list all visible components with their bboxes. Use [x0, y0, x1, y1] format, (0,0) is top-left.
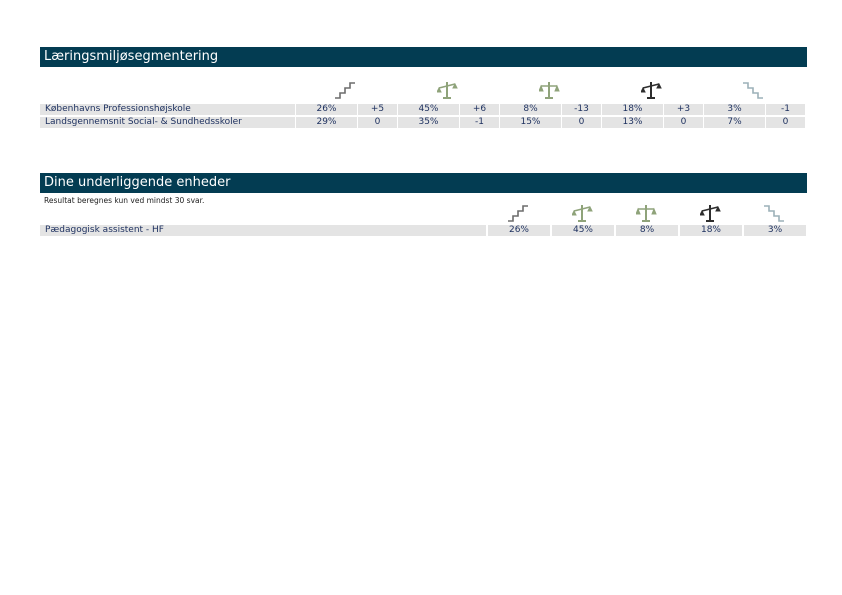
- table-cell: 0: [766, 117, 805, 128]
- table-cell: 45%: [552, 225, 614, 236]
- table-cell: 13%: [602, 117, 663, 128]
- table-cell: 8%: [500, 104, 561, 115]
- segment-icon: [764, 205, 785, 222]
- table-cell: 35%: [398, 117, 459, 128]
- table-cell: 26%: [296, 104, 357, 115]
- table-cell: 26%: [488, 225, 550, 236]
- table-cell: 29%: [296, 117, 357, 128]
- segment-icon: [437, 81, 458, 99]
- section-header: Dine underliggende enheder: [40, 173, 807, 193]
- table-cell: -1: [460, 117, 499, 128]
- note: Resultat beregnes kun ved mindst 30 svar…: [44, 196, 205, 205]
- segment-icon: [539, 81, 560, 99]
- table-cell: 0: [358, 117, 397, 128]
- section-header: Læringsmiljøsegmentering: [40, 47, 807, 67]
- segment-icon: [508, 205, 529, 222]
- table-cell: 8%: [616, 225, 678, 236]
- table-cell: 0: [664, 117, 703, 128]
- segment-icon: [335, 82, 356, 99]
- table-cell: -13: [562, 104, 601, 115]
- table-cell: 0: [562, 117, 601, 128]
- segment-icon: [641, 81, 662, 99]
- table-cell: +5: [358, 104, 397, 115]
- table-cell: +3: [664, 104, 703, 115]
- segment-icon: [700, 204, 721, 222]
- row-label: Københavns Professionshøjskole: [40, 104, 295, 115]
- table-cell: +6: [460, 104, 499, 115]
- table-cell: -1: [766, 104, 805, 115]
- table-cell: 15%: [500, 117, 561, 128]
- table-cell: 45%: [398, 104, 459, 115]
- table-cell: 3%: [744, 225, 806, 236]
- segment-icon: [572, 204, 593, 222]
- table-cell: 3%: [704, 104, 765, 115]
- segment-icon: [743, 82, 764, 99]
- table-cell: 18%: [602, 104, 663, 115]
- row-label: Pædagogisk assistent - HF: [40, 225, 486, 236]
- table-cell: 18%: [680, 225, 742, 236]
- row-label: Landsgennemsnit Social- & Sundhedsskoler: [40, 117, 295, 128]
- segment-icon: [636, 204, 657, 222]
- table-cell: 7%: [704, 117, 765, 128]
